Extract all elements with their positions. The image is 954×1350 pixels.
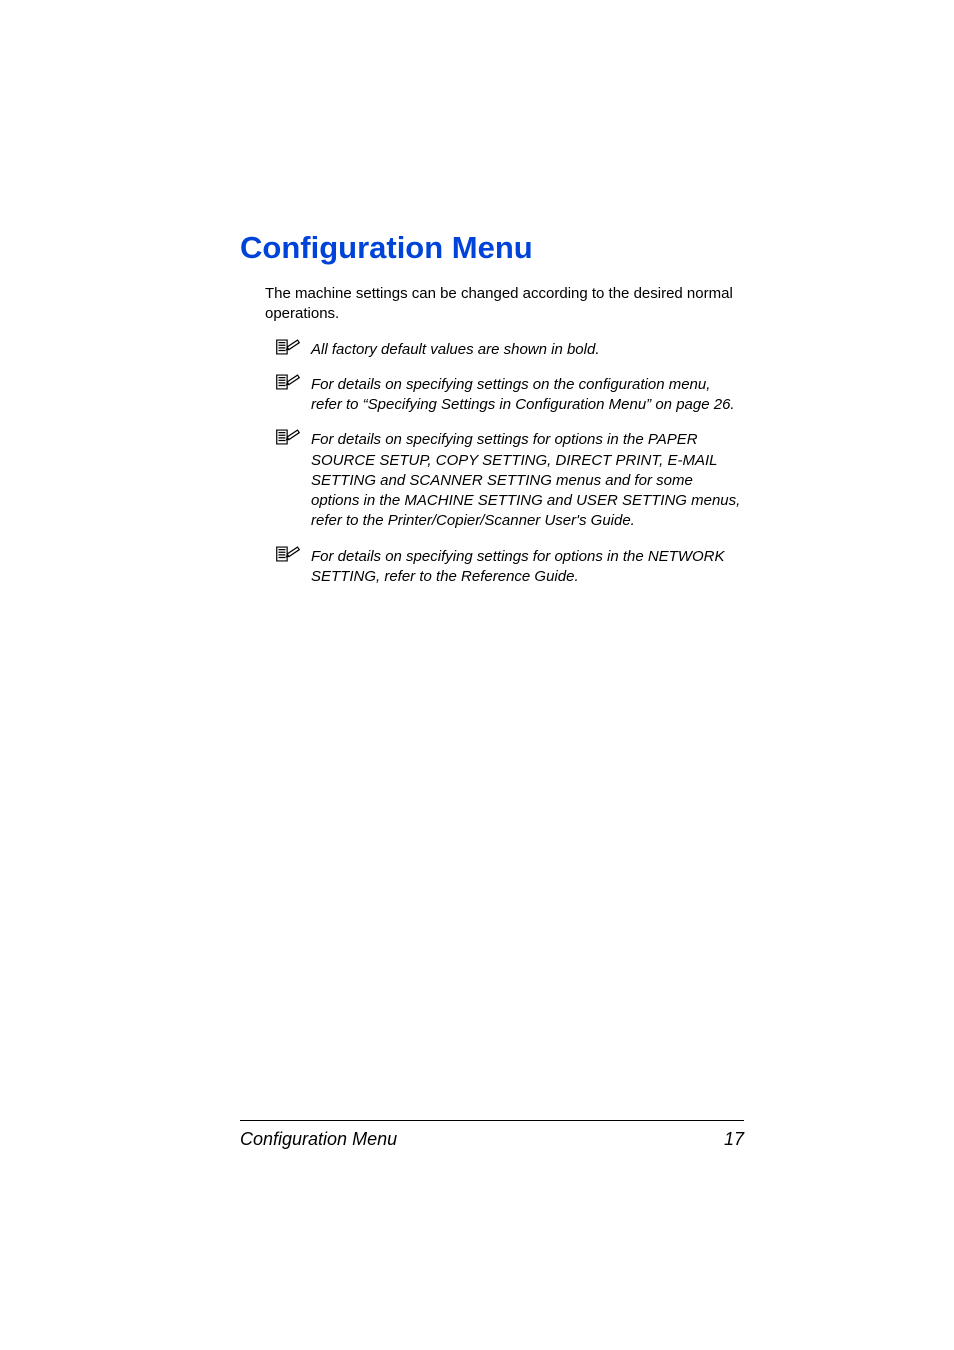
footer-page-number: 17 bbox=[724, 1129, 744, 1150]
page-footer: Configuration Menu 17 bbox=[240, 1120, 744, 1150]
note-document-pencil-icon bbox=[275, 372, 301, 392]
footer-row: Configuration Menu 17 bbox=[240, 1129, 744, 1150]
note-row: For details on specifying settings on th… bbox=[275, 374, 744, 416]
note-row: For details on specifying settings for o… bbox=[275, 546, 744, 588]
note-text: For details on specifying settings for o… bbox=[311, 430, 744, 531]
note-document-pencil-icon bbox=[275, 544, 301, 564]
note-text: For details on specifying settings for o… bbox=[311, 547, 744, 588]
note-document-pencil-icon bbox=[275, 337, 301, 357]
section-heading: Configuration Menu bbox=[240, 230, 744, 266]
intro-paragraph: The machine settings can be changed acco… bbox=[265, 284, 744, 325]
footer-section-title: Configuration Menu bbox=[240, 1129, 397, 1150]
page: Configuration Menu The machine settings … bbox=[0, 0, 954, 1350]
footer-rule bbox=[240, 1120, 744, 1121]
note-text: For details on specifying settings on th… bbox=[311, 375, 744, 416]
note-document-pencil-icon bbox=[275, 427, 301, 447]
note-row: All factory default values are shown in … bbox=[275, 339, 744, 360]
note-text: All factory default values are shown in … bbox=[311, 340, 744, 360]
note-row: For details on specifying settings for o… bbox=[275, 429, 744, 531]
